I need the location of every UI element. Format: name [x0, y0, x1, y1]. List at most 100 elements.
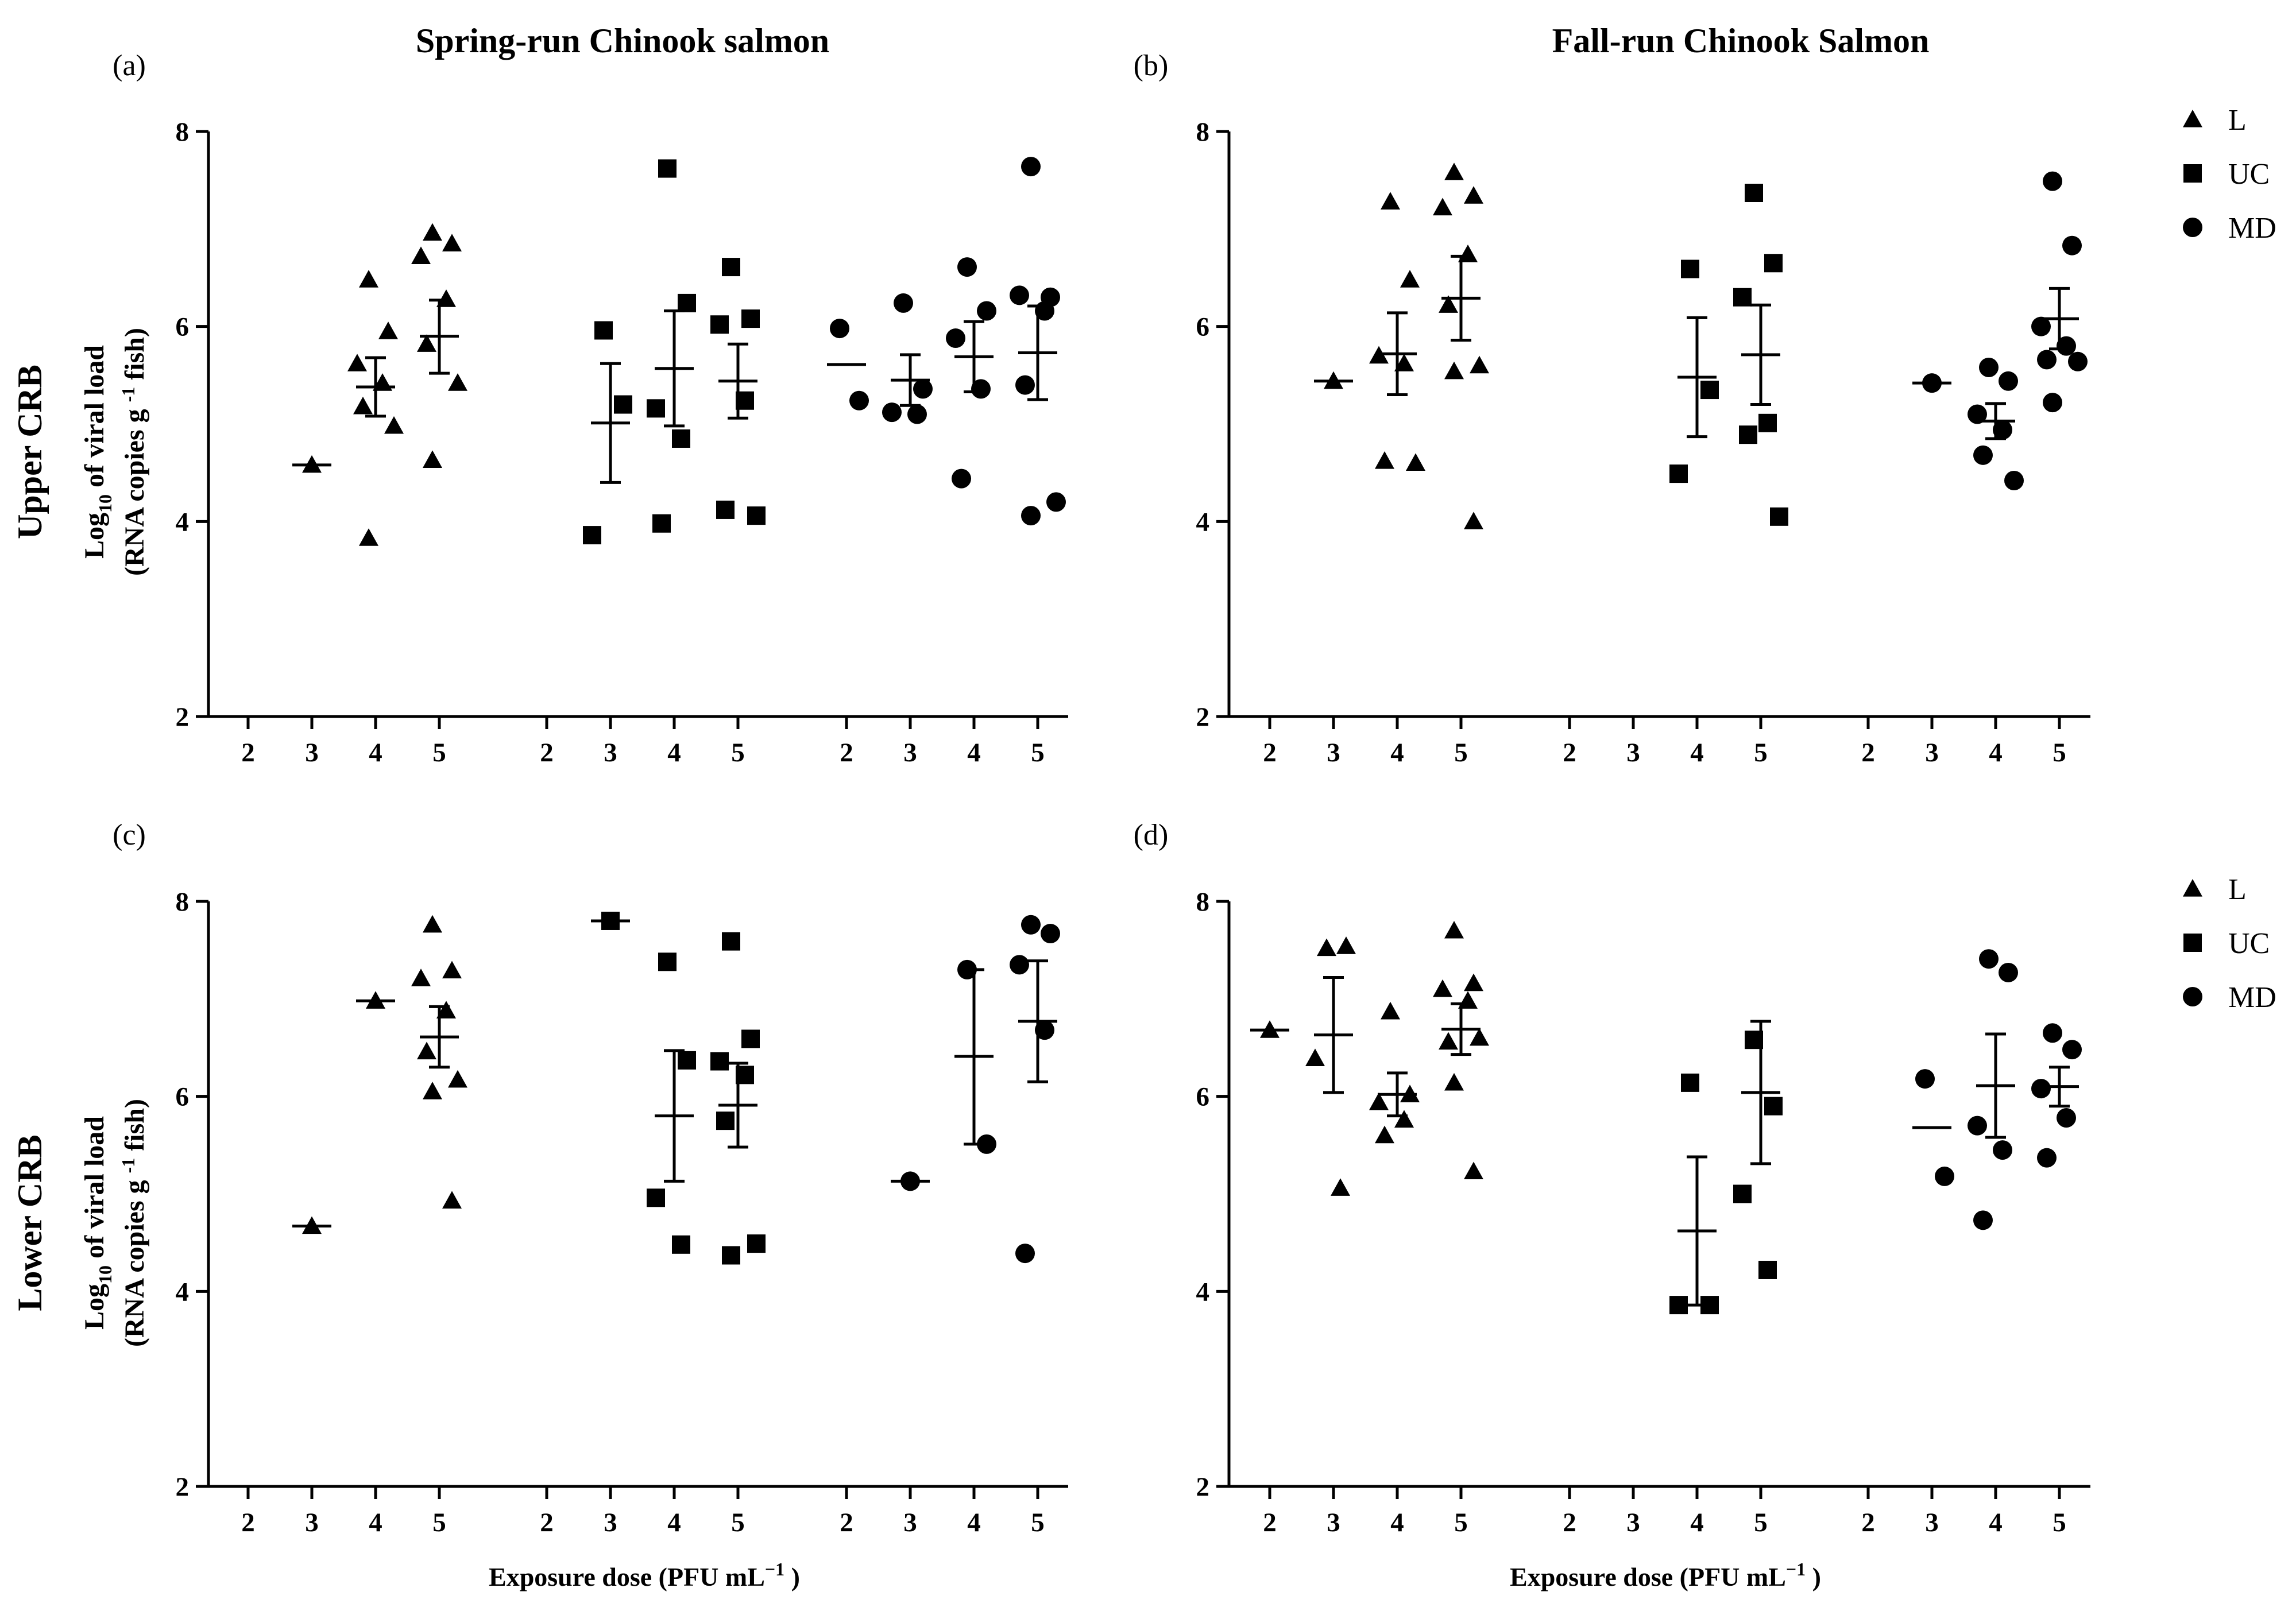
y-tick-label: 8 — [1196, 117, 1210, 147]
y-tick-label: 8 — [1196, 887, 1210, 917]
data-point-uc — [1669, 464, 1688, 483]
data-point-uc — [583, 526, 601, 545]
data-point-l — [1439, 295, 1458, 313]
data-point-l — [448, 1070, 467, 1088]
data-point-l — [1400, 270, 1420, 288]
y-tick-label: 6 — [176, 1082, 190, 1112]
data-point-uc — [614, 395, 632, 414]
y-tick-label: 2 — [176, 1472, 190, 1502]
x-tick-label: 4 — [369, 738, 382, 768]
data-point-md — [1041, 924, 1060, 944]
data-point-uc — [1681, 260, 1699, 278]
data-point-uc — [722, 1246, 740, 1265]
row-label-lower: Lower CRB — [11, 1134, 49, 1311]
data-point-l — [1470, 355, 1489, 374]
series-l: 2 3 4 5 — [241, 915, 467, 1538]
data-point-md — [1979, 949, 1999, 969]
data-point-l — [1464, 186, 1483, 204]
data-point-md — [952, 468, 971, 489]
legend-label-uc: UC — [2228, 158, 2270, 191]
ylabel-suffix: of viral load — [79, 345, 110, 494]
data-point-md — [1046, 492, 1066, 512]
data-point-md — [2057, 1108, 2076, 1128]
x-tick-label: 3 — [1327, 738, 1340, 768]
data-point-l — [417, 1041, 436, 1060]
x-tick-label: 4 — [1390, 1508, 1404, 1538]
x-axis-label-right: Exposure dose (PFU mL−1 ) — [1510, 1559, 1821, 1591]
data-point-md — [894, 293, 913, 313]
x-tick-label: 2 — [840, 1508, 853, 1538]
x-tick-label: 2 — [1263, 1508, 1277, 1538]
data-point-uc — [594, 321, 613, 340]
data-point-md — [971, 379, 991, 399]
data-point-md — [1010, 955, 1029, 975]
data-point-l — [1464, 1161, 1483, 1180]
x-tick-label: 5 — [1031, 1508, 1045, 1538]
data-point-l — [411, 246, 431, 264]
x-tick-label: 2 — [1563, 1508, 1576, 1538]
data-point-md — [1999, 371, 2018, 391]
data-point-md — [2031, 1079, 2051, 1099]
panel-d: (d) 2 4 6 8 2 3 4 5 2 3 4 5 2 3 4 5 — [1134, 819, 2090, 1538]
data-point-uc — [722, 258, 740, 277]
ylabel-prefix2: (RNA copies g — [119, 1173, 150, 1347]
ylabel-prefix: Log — [79, 1284, 110, 1330]
data-point-l — [423, 915, 442, 933]
ylabel-prefix: Log — [79, 513, 110, 559]
data-point-l — [436, 1001, 456, 1019]
data-point-md — [1015, 1244, 1035, 1264]
x-tick-label: 3 — [1327, 1508, 1340, 1538]
data-point-l — [1439, 1032, 1458, 1050]
data-point-md — [913, 379, 933, 399]
x-tick-label: 4 — [369, 1508, 382, 1538]
y-axis-label-bottom-line2: (RNA copies g -1 fish) — [118, 1099, 150, 1347]
data-point-md — [1021, 157, 1041, 177]
x-tick-label: 5 — [731, 738, 745, 768]
data-point-uc — [1758, 413, 1777, 432]
data-point-md — [2062, 235, 2082, 255]
data-point-l — [423, 1082, 442, 1099]
legends: L UC MD L UC MD — [2183, 104, 2276, 1014]
data-point-md — [1035, 1020, 1054, 1040]
data-point-uc — [652, 514, 671, 533]
x-tick-label: 3 — [1925, 738, 1939, 768]
data-point-l — [417, 334, 436, 352]
xlabel-sup: −1 — [765, 1559, 784, 1579]
data-point-md — [957, 257, 977, 277]
y-tick-label: 4 — [1196, 1277, 1210, 1307]
ylabel-sub: 10 — [95, 494, 115, 513]
data-point-l — [1470, 1028, 1489, 1046]
panel-a: (a) 2 4 6 8 2 3 4 5 2 3 4 5 2 3 4 5 — [113, 49, 1068, 768]
data-point-uc — [672, 1235, 690, 1254]
y-tick-label: 8 — [176, 887, 190, 917]
x-tick-label: 3 — [604, 738, 617, 768]
data-point-md — [1973, 1210, 1993, 1230]
x-tick-label: 5 — [731, 1508, 745, 1538]
data-point-uc — [1739, 425, 1757, 444]
data-point-uc — [716, 1112, 735, 1130]
series-uc: 2 3 4 5 — [1563, 1020, 1783, 1538]
series-md: 2 3 4 5 — [827, 157, 1066, 768]
legend-label-md: MD — [2228, 981, 2276, 1014]
data-point-l — [436, 289, 456, 307]
title-spring-run: Spring-run Chinook salmon — [416, 22, 829, 60]
y-tick-label: 2 — [176, 702, 190, 732]
x-tick-label: 2 — [241, 1508, 255, 1538]
row-label-upper: Upper CRB — [11, 365, 49, 539]
x-tick-label: 2 — [1861, 738, 1875, 768]
x-tick-label: 4 — [967, 1508, 981, 1538]
data-point-md — [977, 1134, 996, 1154]
data-point-l — [1336, 936, 1356, 954]
data-point-l — [442, 234, 462, 251]
x-tick-label: 4 — [667, 1508, 681, 1538]
ylabel-prefix2: (RNA copies g — [119, 402, 150, 576]
x-tick-label: 5 — [1754, 738, 1768, 768]
panel-letter: (c) — [113, 819, 146, 851]
legend-marker-l — [2183, 110, 2202, 127]
series-md: 2 3 4 5 — [840, 915, 1060, 1538]
x-tick-label: 3 — [604, 1508, 617, 1538]
data-point-md — [1993, 1140, 2012, 1160]
x-tick-label: 2 — [241, 738, 255, 768]
x-tick-label: 2 — [1563, 738, 1576, 768]
